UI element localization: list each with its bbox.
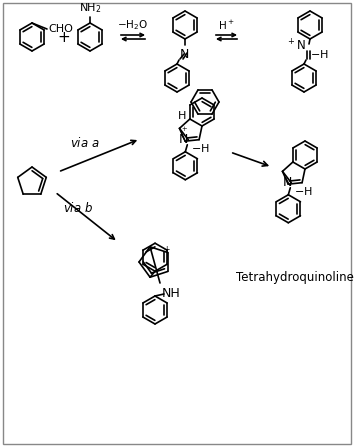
Text: +: + — [58, 30, 70, 45]
Text: NH$_2$: NH$_2$ — [79, 1, 101, 15]
Text: $-$H: $-$H — [310, 48, 329, 60]
Text: $^+$N: $^+$N — [286, 38, 306, 54]
Text: $^+$: $^+$ — [180, 126, 188, 136]
Text: $^+$: $^+$ — [162, 245, 172, 255]
Text: H$^+$: H$^+$ — [218, 19, 235, 32]
Text: NH: NH — [162, 287, 181, 300]
Text: Tetrahydroquinoline: Tetrahydroquinoline — [236, 270, 354, 283]
Text: N: N — [179, 133, 188, 146]
Text: $-$H$_2$O: $-$H$_2$O — [118, 18, 149, 32]
Text: H: H — [177, 111, 186, 121]
Text: CHO: CHO — [48, 24, 73, 34]
Text: N: N — [179, 48, 189, 61]
Text: N: N — [283, 176, 292, 189]
Text: via $b$: via $b$ — [63, 201, 93, 215]
Text: $-$H: $-$H — [294, 185, 313, 197]
Text: via $a$: via $a$ — [70, 136, 100, 150]
Text: $-$H: $-$H — [191, 142, 210, 154]
